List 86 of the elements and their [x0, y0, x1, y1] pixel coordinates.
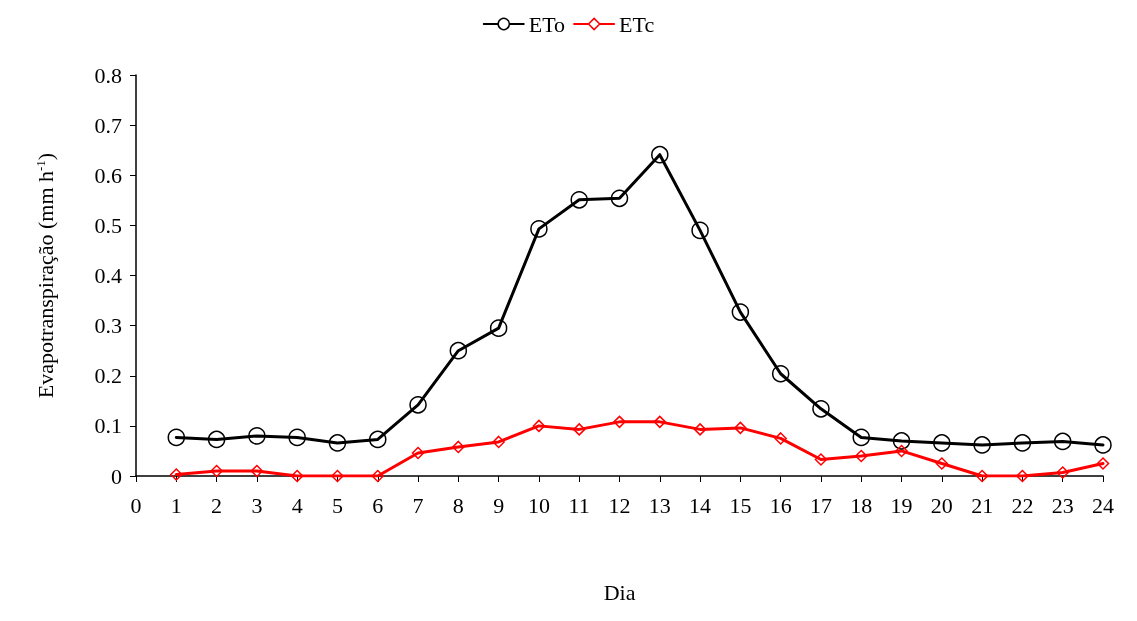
point	[855, 449, 868, 463]
point	[691, 221, 709, 240]
point	[409, 396, 427, 414]
y-tick-label: 0.2	[94, 363, 122, 389]
y-tick-label: 0.7	[94, 112, 122, 138]
point	[613, 415, 626, 429]
point	[731, 303, 750, 321]
point	[492, 435, 505, 449]
point	[170, 468, 183, 481]
x-tick-label: 24	[1092, 492, 1114, 518]
point	[167, 428, 186, 447]
point	[411, 446, 425, 460]
x-tick-label: 10	[527, 492, 550, 518]
point	[369, 430, 387, 449]
point	[651, 145, 669, 164]
point	[771, 365, 790, 383]
point	[814, 453, 828, 466]
point	[852, 428, 870, 447]
point	[371, 469, 384, 483]
point	[489, 319, 508, 337]
x-tick-label: 21	[971, 492, 994, 518]
x-tick-label: 18	[850, 492, 873, 518]
point	[570, 191, 588, 209]
point	[207, 430, 226, 449]
x-tick-label: 5	[331, 492, 343, 518]
x-tick-label: 19	[890, 492, 913, 518]
x-tick-label: 13	[648, 492, 671, 518]
point	[1094, 436, 1112, 454]
point	[248, 427, 266, 445]
point	[734, 421, 747, 435]
x-tick-label: 7	[412, 492, 424, 518]
y-tick-label: 0.1	[94, 413, 122, 439]
x-tick-label: 22	[1011, 492, 1034, 518]
point	[1016, 469, 1029, 483]
point	[210, 464, 223, 478]
y-tick-label: 0.8	[94, 62, 122, 88]
x-tick-label: 16	[769, 492, 792, 518]
point	[331, 469, 344, 483]
point	[610, 189, 629, 208]
point	[1013, 434, 1032, 452]
x-tick-label: 4	[291, 492, 303, 518]
point	[892, 432, 911, 450]
x-tick-label: 6	[372, 492, 384, 518]
x-tick-label: 2	[211, 492, 223, 518]
point	[895, 444, 908, 458]
point	[572, 423, 586, 436]
y-tick-label: 0.5	[94, 212, 122, 238]
point	[290, 469, 304, 483]
point	[250, 464, 264, 478]
point	[288, 428, 306, 447]
x-tick-label: 15	[729, 492, 752, 518]
y-tick-label: 0.6	[94, 162, 122, 188]
y-tick-label: 0.4	[94, 263, 122, 288]
x-tick-label: 0	[130, 492, 142, 518]
point	[452, 440, 465, 454]
x-tick-label: 11	[568, 492, 590, 518]
y-tick-label: 0.3	[94, 313, 122, 339]
point	[530, 220, 548, 238]
x-tick-label: 20	[930, 492, 953, 518]
point	[653, 415, 667, 429]
x-tick-label: 23	[1051, 492, 1074, 518]
point	[975, 469, 989, 483]
point	[933, 434, 951, 452]
x-tick-label: 8	[452, 492, 464, 518]
x-tick-label: 17	[809, 492, 832, 518]
point	[812, 400, 830, 418]
x-axis-title: Dia	[603, 579, 636, 605]
legend-label: ETc	[619, 11, 655, 37]
legend-label: ETo	[528, 11, 566, 37]
point	[1096, 457, 1110, 470]
x-tick-label: 14	[689, 492, 712, 518]
x-tick-label: 9	[493, 492, 505, 518]
point	[328, 434, 347, 452]
y-axis-title: Evapotranspiração (mm h-1)	[32, 152, 58, 399]
point	[1056, 466, 1069, 479]
point	[532, 419, 546, 433]
point	[693, 423, 707, 436]
x-tick-label: 3	[251, 492, 263, 518]
point	[973, 436, 991, 454]
point	[1053, 432, 1072, 451]
x-tick-label: 12	[608, 492, 631, 518]
point	[449, 341, 468, 360]
point	[774, 432, 787, 445]
x-tick-label: 1	[170, 492, 182, 518]
y-tick-label: 0	[111, 463, 122, 489]
point	[935, 457, 949, 470]
